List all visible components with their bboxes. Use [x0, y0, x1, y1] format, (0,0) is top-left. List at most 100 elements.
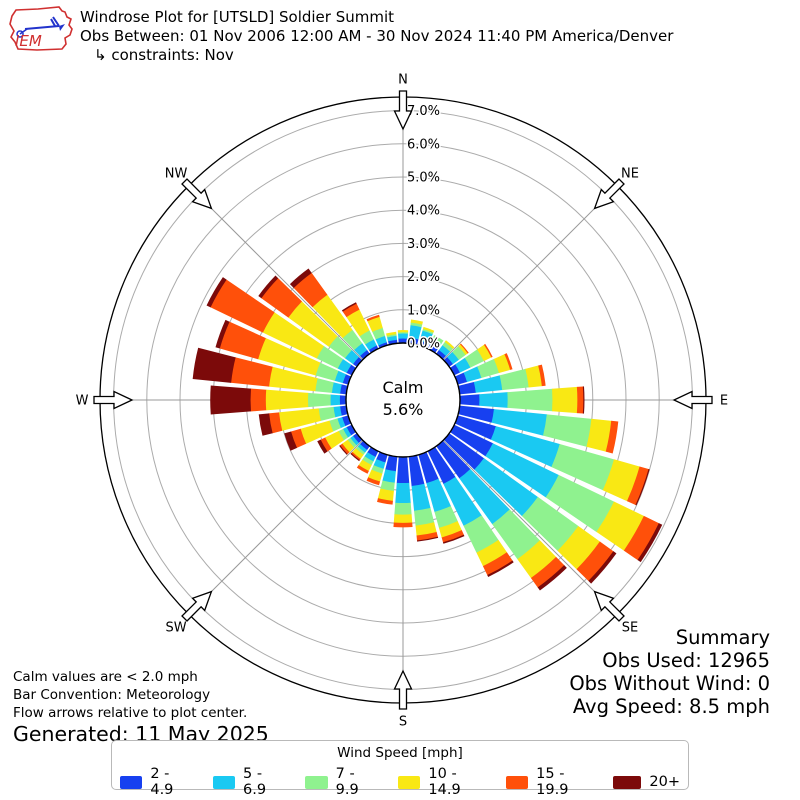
wind-bar-310 — [258, 275, 363, 367]
bar-segment — [350, 451, 361, 461]
bar-segment — [371, 465, 384, 475]
legend-swatch-6 — [613, 775, 642, 789]
bar-segment — [328, 335, 352, 359]
bar-segment — [473, 375, 503, 393]
bar-segment — [377, 498, 393, 505]
bar-segment — [538, 364, 546, 387]
bar-segment — [417, 536, 439, 542]
bar-segment — [230, 357, 273, 387]
flow-arrow-0 — [393, 90, 413, 131]
bar-segment — [352, 448, 364, 460]
bar-segment — [418, 451, 439, 484]
bar-segment — [364, 452, 376, 462]
wind-bar-110 — [454, 415, 650, 506]
bar-segment — [397, 333, 409, 339]
bar-segment — [393, 522, 413, 528]
bar-segment — [459, 394, 480, 406]
header: Windrose Plot for [UTSLD] Soldier Summit… — [80, 8, 673, 65]
bar-segment — [386, 331, 397, 336]
bar-segment — [414, 507, 435, 527]
compass-label-N: N — [398, 73, 408, 88]
bar-segment — [378, 341, 388, 349]
bar-segment — [521, 496, 579, 552]
bar-segment — [250, 388, 267, 412]
calm-circle — [345, 342, 461, 458]
bar-segment — [366, 314, 380, 322]
bar-segment — [626, 466, 650, 506]
bar-segment — [499, 368, 530, 391]
bar-segment — [410, 322, 423, 328]
bar-segment — [582, 386, 585, 414]
bar-segment — [258, 275, 279, 299]
legend-items: 2 - 4.9 5 - 6.9 7 - 9.9 10 - 14.9 15 - 19.9 2… — [112, 766, 688, 798]
wind-bar-170 — [408, 455, 439, 542]
wind-bar-140 — [436, 440, 567, 591]
note-calm: Calm values are < 2.0 mph — [13, 669, 198, 685]
wind-bar-330 — [341, 302, 379, 353]
radial-tick-4.0%: 4.0% — [407, 204, 440, 219]
bar-segment — [339, 395, 347, 405]
bar-segment — [289, 268, 312, 289]
wind-bar-340 — [366, 314, 388, 349]
bar-segment — [333, 406, 342, 418]
bar-segment — [318, 406, 336, 422]
bar-segment — [366, 477, 381, 486]
compass-labels: N NE E SE S SW W NW — [76, 73, 729, 730]
bar-segment — [219, 321, 266, 360]
bar-segment — [330, 394, 341, 406]
bar-segment — [357, 444, 368, 454]
bar-segment — [338, 428, 349, 441]
summary-avg-speed: Avg Speed: 8.5 mph — [572, 695, 770, 718]
bar-segment — [458, 405, 495, 423]
wind-bar-300 — [206, 277, 356, 376]
compass-label-NE: NE — [621, 167, 639, 182]
bar-segment — [434, 505, 458, 529]
compass-label-SW: SW — [165, 620, 186, 635]
bar-segment — [543, 414, 592, 447]
bar-segment — [463, 366, 482, 383]
bar-segment — [368, 345, 379, 353]
bar-segment — [382, 469, 396, 484]
bar-segment — [287, 301, 338, 347]
bar-segment — [452, 345, 467, 360]
bar-segment — [314, 378, 334, 393]
compass-label-W: W — [76, 394, 89, 409]
bar-segment — [293, 272, 328, 308]
bar-segment — [576, 541, 614, 582]
wind-bar-150 — [427, 447, 514, 578]
legend-swatch-3 — [305, 775, 328, 789]
bar-segment — [265, 389, 309, 411]
bar-segment — [464, 349, 485, 368]
wind-bar-120 — [450, 424, 663, 563]
bar-segment — [447, 351, 460, 365]
bar-segment — [411, 483, 431, 512]
flow-arrow-180 — [393, 669, 413, 710]
bar-segment — [339, 405, 348, 416]
bar-segment — [339, 384, 348, 395]
radial-tick-0.0%: 0.0% — [407, 337, 440, 352]
bar-segment — [422, 328, 434, 335]
bar-segment — [367, 316, 383, 332]
bar-segment — [507, 388, 553, 412]
bar-segment — [262, 312, 324, 359]
wind-bar-270 — [210, 385, 347, 415]
wind-bar-320 — [289, 268, 370, 360]
bar-segment — [602, 459, 641, 502]
bar-segment — [525, 365, 543, 388]
wind-bar-290 — [215, 319, 352, 385]
bar-segment — [427, 344, 438, 353]
bar-segment — [504, 353, 513, 370]
flow-arrows — [93, 90, 713, 710]
bar-segment — [436, 440, 471, 479]
bar-segment — [206, 277, 227, 308]
bar-segment — [429, 338, 442, 350]
bar-segment — [485, 443, 560, 498]
bar-segment — [637, 523, 663, 563]
bar-segment — [458, 343, 469, 356]
bar-segment — [487, 560, 514, 578]
radial-tick-6.0%: 6.0% — [407, 137, 440, 152]
bar-segment — [352, 433, 363, 444]
constraint-line: ↳ constraints: Nov — [94, 46, 234, 64]
windrose-bars — [192, 268, 663, 591]
bar-segment — [476, 539, 508, 567]
